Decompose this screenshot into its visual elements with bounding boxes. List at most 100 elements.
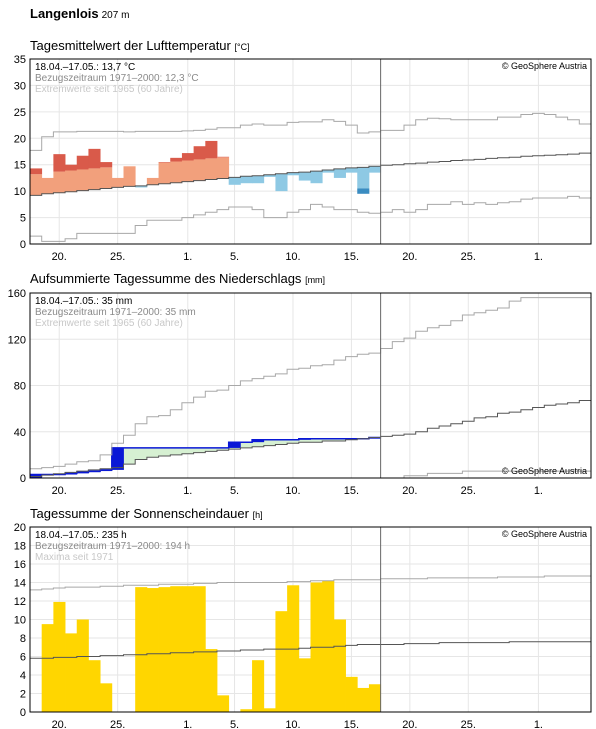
precipitation-x-tick-label: 25. bbox=[461, 485, 476, 497]
sunshine-y-tick-label: 16 bbox=[14, 559, 26, 571]
temperature-anomaly-bar bbox=[53, 154, 66, 172]
sunshine-y-tick-label: 12 bbox=[14, 596, 26, 608]
station-altitude: 207 m bbox=[101, 10, 130, 21]
sunshine-bar bbox=[345, 676, 358, 712]
temperature-x-tick-label: 10. bbox=[285, 251, 300, 262]
temperature-anomaly-bar bbox=[170, 157, 183, 162]
temperature-anomaly-bar bbox=[181, 153, 195, 161]
temperature-x-tick-label: 25. bbox=[461, 251, 476, 262]
temperature-anomaly-bar bbox=[41, 177, 54, 194]
sunshine-x-tick-label: 1. bbox=[534, 719, 543, 729]
precipitation-increment-bar bbox=[228, 442, 241, 448]
precipitation-x-tick-label: 10. bbox=[285, 485, 300, 497]
precipitation-x-tick-label: 20. bbox=[402, 485, 417, 497]
precipitation-x-tick-label: 25. bbox=[110, 485, 125, 497]
precipitation-max-extreme-line bbox=[30, 297, 591, 470]
precipitation-legend-current: 18.04.–17.05.: 35 mm bbox=[35, 296, 132, 307]
sunshine-reference-line bbox=[30, 641, 591, 659]
temperature-legend-current: 18.04.–17.05.: 13,7 °C bbox=[35, 62, 135, 73]
temperature-anomaly-bar bbox=[135, 185, 148, 188]
temperature-anomaly-bar bbox=[310, 171, 323, 184]
temperature-anomaly-bar bbox=[65, 170, 78, 192]
temperature-chart: 0 5 10 15 20 25 30 35 20. 25. 1. 5. 10. 15. 20. 25. 1. 18… bbox=[14, 54, 592, 262]
precipitation-unit: [mm] bbox=[305, 275, 326, 285]
station-header: Langenlois 207 m bbox=[30, 6, 129, 21]
temperature-y-tick-label: 5 bbox=[20, 213, 26, 225]
sunshine-bar bbox=[263, 708, 276, 712]
temperature-max-extreme-line bbox=[30, 112, 591, 151]
sunshine-title-text: Tagessumme der Sonnenscheindauer bbox=[30, 506, 249, 521]
temperature-x-tick-label: 15. bbox=[344, 251, 359, 262]
temperature-anomaly-bar bbox=[193, 159, 206, 181]
sunshine-bar bbox=[252, 660, 265, 712]
sunshine-y-tick-label: 0 bbox=[20, 707, 26, 719]
sunshine-bar bbox=[135, 587, 148, 712]
sunshine-bar bbox=[88, 660, 101, 712]
precipitation-x-tick-label: 15. bbox=[344, 485, 359, 497]
sunshine-bar bbox=[322, 580, 335, 712]
temperature-anomaly-bar bbox=[345, 167, 358, 173]
sunshine-y-tick-label: 10 bbox=[14, 615, 26, 627]
precipitation-increment-bar bbox=[111, 447, 124, 470]
sunshine-bar bbox=[217, 695, 230, 712]
sunshine-copyright: © GeoSphere Austria bbox=[502, 529, 587, 539]
temperature-anomaly-bar bbox=[298, 172, 311, 181]
sunshine-x-tick-label: 15. bbox=[344, 719, 359, 729]
temperature-anomaly-bar bbox=[193, 146, 206, 160]
sunshine-y-tick-label: 14 bbox=[14, 578, 26, 590]
precipitation-plot-frame bbox=[29, 292, 592, 479]
precipitation-y-tick-label: 40 bbox=[14, 427, 26, 439]
temperature-anomaly-bar bbox=[100, 167, 113, 189]
temperature-x-tick-label: 25. bbox=[110, 251, 125, 262]
temperature-anomaly-bar bbox=[76, 155, 89, 170]
sunshine-legend-extremes: Maxima seit 1971 bbox=[35, 552, 114, 563]
temperature-anomaly-bar bbox=[217, 156, 230, 158]
temperature-anomaly-bar bbox=[205, 158, 218, 180]
temperature-anomaly-bar bbox=[368, 166, 382, 173]
sunshine-bar bbox=[76, 619, 89, 712]
temperature-anomaly-bar bbox=[158, 162, 171, 163]
temperature-y-tick-label: 35 bbox=[14, 54, 26, 66]
temperature-x-tick-label: 20. bbox=[52, 251, 67, 262]
precipitation-y-tick-label: 0 bbox=[20, 473, 26, 485]
precipitation-increment-bar bbox=[252, 439, 265, 443]
precipitation-cumulative-line bbox=[30, 436, 381, 476]
sunshine-bars bbox=[41, 580, 382, 712]
sunshine-legend-reference: Bezugszeitraum 1971–2000: 194 h bbox=[35, 541, 190, 552]
temperature-legend-extremes: Extremwerte seit 1965 (60 Jahre) bbox=[35, 84, 183, 95]
temperature-anomaly-bar bbox=[263, 174, 276, 177]
temperature-anomaly-bar bbox=[287, 172, 300, 176]
station-name: Langenlois bbox=[30, 6, 99, 21]
sunshine-title: Tagessumme der Sonnenscheindauer [h] bbox=[30, 506, 263, 521]
sunshine-x-tick-label: 5. bbox=[230, 719, 239, 729]
temperature-copyright: © GeoSphere Austria bbox=[502, 61, 587, 71]
sunshine-plot-frame bbox=[29, 526, 592, 713]
precipitation-legend-reference: Bezugszeitraum 1971–2000: 35 mm bbox=[35, 307, 196, 318]
precipitation-y-tick-label: 80 bbox=[14, 381, 26, 393]
sunshine-bar bbox=[41, 624, 54, 712]
temperature-anomaly-bar bbox=[357, 188, 370, 194]
sunshine-unit: [h] bbox=[252, 510, 263, 520]
temperature-y-tick-label: 0 bbox=[20, 239, 26, 251]
sunshine-bar bbox=[100, 683, 113, 712]
precipitation-x-tick-label: 20. bbox=[52, 485, 67, 497]
temperature-anomaly-bar bbox=[123, 166, 136, 187]
temperature-anomaly-bar bbox=[275, 173, 288, 192]
sunshine-bar bbox=[357, 687, 370, 712]
temperature-anomaly-bar bbox=[170, 161, 183, 183]
temperature-anomaly-bar bbox=[181, 160, 195, 182]
temperature-y-tick-label: 20 bbox=[14, 133, 26, 145]
sunshine-x-tick-label: 1. bbox=[183, 719, 192, 729]
precipitation-title-text: Aufsummierte Tagessumme des Niederschlag… bbox=[30, 271, 302, 286]
sunshine-bar bbox=[205, 649, 218, 712]
temperature-anomaly-bar bbox=[158, 162, 171, 184]
temperature-anomaly-bars bbox=[30, 140, 382, 196]
sunshine-bar bbox=[146, 588, 159, 712]
temperature-anomaly-bar bbox=[146, 177, 159, 185]
temperature-x-tick-label: 1. bbox=[183, 251, 192, 262]
temperature-anomaly-bar bbox=[30, 168, 43, 175]
sunshine-x-tick-label: 20. bbox=[402, 719, 417, 729]
sunshine-y-tick-label: 20 bbox=[14, 522, 26, 534]
temperature-min-extreme-line bbox=[30, 195, 591, 242]
sunshine-bar bbox=[240, 709, 253, 712]
